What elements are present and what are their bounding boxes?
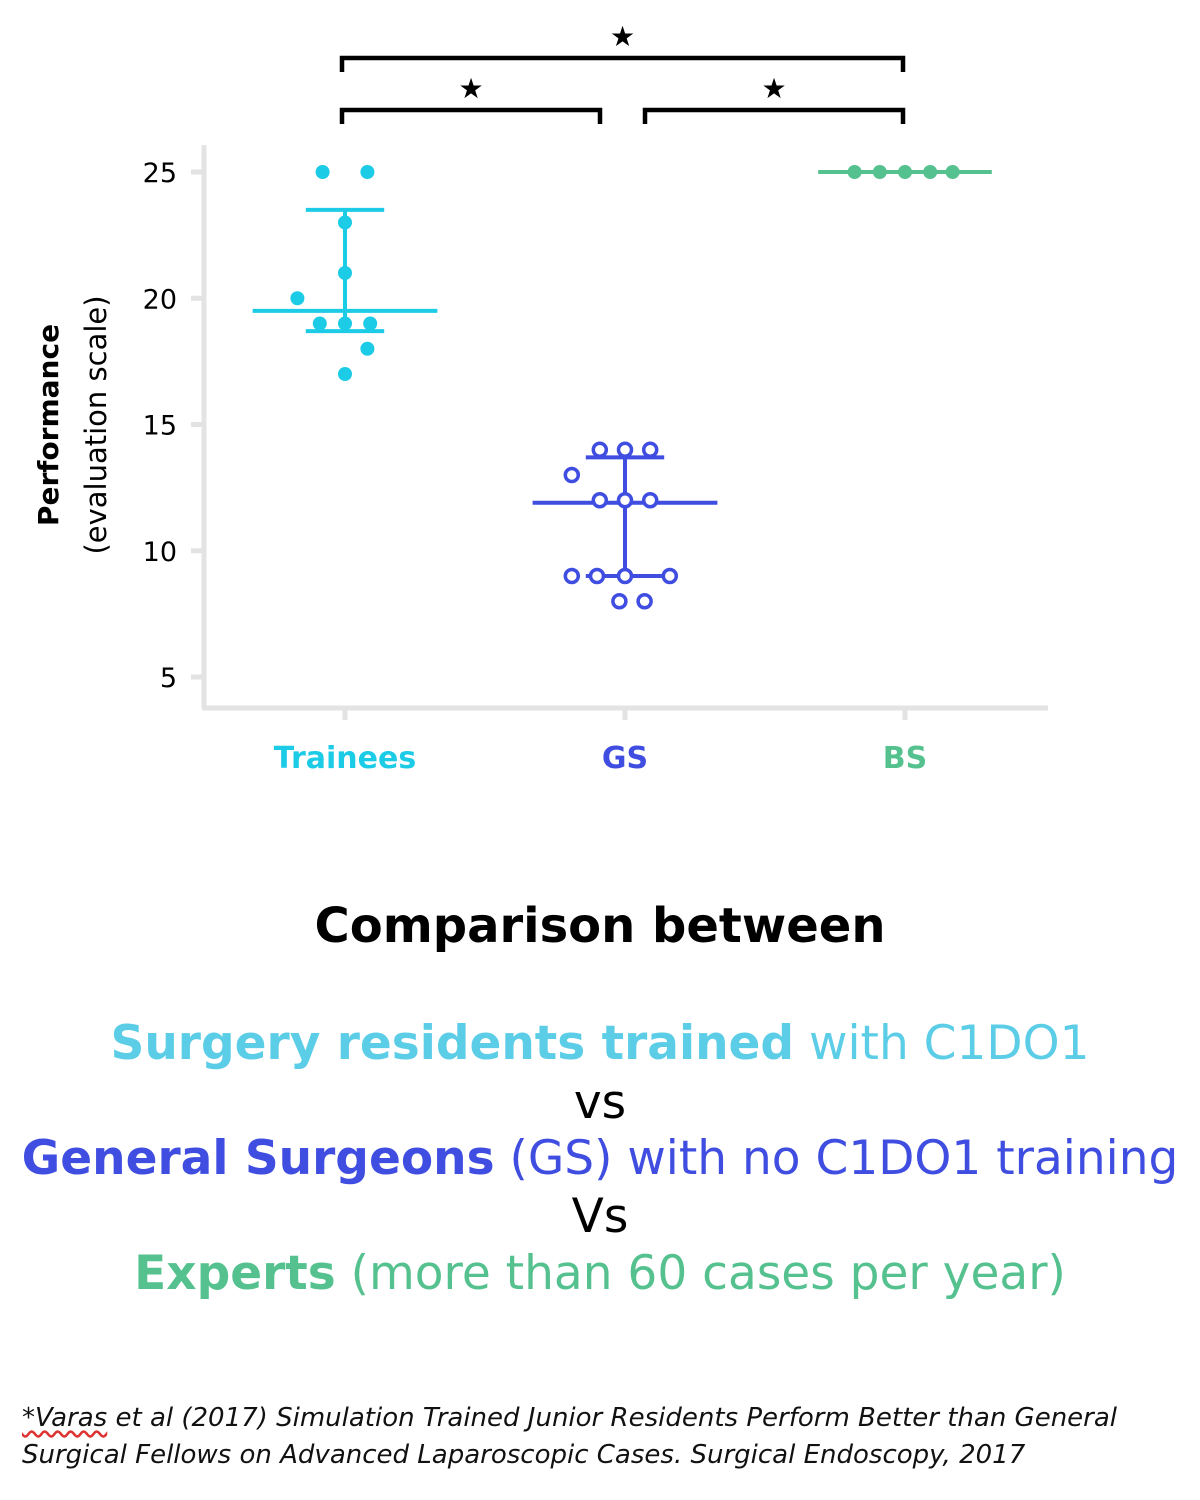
y-tick-label: 10 bbox=[143, 537, 177, 568]
bracket-line bbox=[642, 107, 906, 124]
data-point bbox=[312, 316, 327, 331]
significance-brackets: ★ ★ ★ bbox=[339, 20, 906, 124]
x-tick-label: Trainees bbox=[274, 741, 416, 776]
data-series bbox=[252, 165, 992, 610]
bracket-line bbox=[339, 107, 603, 124]
y-tick-label: 20 bbox=[143, 284, 177, 315]
data-point bbox=[661, 567, 679, 585]
data-point bbox=[872, 165, 887, 179]
citation-author: *Varas bbox=[22, 1403, 108, 1433]
y-tick-label: 25 bbox=[143, 158, 177, 189]
data-point bbox=[847, 165, 862, 179]
data-point bbox=[945, 165, 960, 179]
x-ticks: Trainees GS BS bbox=[274, 708, 927, 776]
data-point bbox=[338, 215, 352, 230]
data-point bbox=[338, 367, 352, 381]
data-point bbox=[898, 165, 912, 179]
data-point bbox=[611, 593, 628, 610]
significance-star: ★ bbox=[761, 72, 786, 105]
caption-gs-rest: (GS) with no C1DO1 training bbox=[494, 1131, 1179, 1186]
caption-line-trainees: Surgery residents trained with C1DO1 bbox=[0, 1016, 1200, 1072]
chart-axes bbox=[201, 145, 1048, 711]
caption-trainees-rest: with C1DO1 bbox=[794, 1016, 1090, 1071]
caption-experts-rest: (more than 60 cases per year) bbox=[335, 1246, 1066, 1301]
significance-star: ★ bbox=[610, 20, 635, 53]
y-axis-label-bold: Performance bbox=[32, 324, 65, 526]
data-point bbox=[636, 593, 653, 610]
caption-experts-bold: Experts bbox=[134, 1246, 336, 1301]
data-point bbox=[641, 492, 659, 509]
caption-line-experts: Experts (more than 60 cases per year) bbox=[0, 1246, 1200, 1302]
data-point bbox=[360, 165, 375, 179]
significance-star: ★ bbox=[458, 72, 483, 105]
data-point bbox=[616, 492, 634, 509]
data-point bbox=[616, 441, 634, 458]
series-trainees bbox=[252, 165, 438, 381]
y-tick-label: 15 bbox=[143, 411, 177, 442]
data-point bbox=[363, 316, 378, 331]
significance-bracket: ★ bbox=[339, 20, 906, 72]
citation: *Varas et al (2017) Simulation Trained J… bbox=[22, 1400, 1192, 1474]
citation-text: et al (2017) Simulation Trained Junior R… bbox=[22, 1403, 1118, 1470]
caption-vs-1: vs bbox=[573, 1075, 627, 1130]
data-point bbox=[591, 441, 609, 458]
data-point bbox=[338, 266, 352, 280]
y-tick-label: 5 bbox=[160, 663, 177, 694]
x-tick-label: BS bbox=[883, 741, 927, 776]
caption-line-gs: General Surgeons (GS) with no C1DO1 trai… bbox=[0, 1131, 1200, 1187]
caption-trainees-bold: Surgery residents trained bbox=[110, 1016, 795, 1071]
x-tick-label: GS bbox=[602, 741, 648, 776]
data-point bbox=[616, 567, 634, 585]
data-point bbox=[591, 492, 609, 509]
comparison-heading: Comparison between bbox=[314, 898, 886, 954]
significance-bracket: ★ bbox=[642, 72, 906, 124]
significance-bracket: ★ bbox=[339, 72, 603, 124]
data-point bbox=[563, 466, 581, 484]
data-point bbox=[641, 441, 659, 458]
series-bs bbox=[818, 165, 992, 179]
caption-vs-2: Vs bbox=[571, 1189, 629, 1244]
data-point bbox=[923, 165, 938, 179]
data-point bbox=[563, 567, 581, 585]
bracket-line bbox=[339, 55, 906, 72]
series-gs bbox=[532, 441, 718, 610]
data-point bbox=[338, 316, 352, 331]
y-ticks: 5 10 15 20 25 bbox=[143, 158, 204, 694]
data-point bbox=[360, 341, 375, 356]
caption-gs-bold: General Surgeons bbox=[21, 1131, 495, 1186]
performance-chart: ★ ★ ★ 5 10 15 20 25 Trainees GS BS Performance (… bbox=[32, 20, 1048, 776]
y-axis-label-sub: (evaluation scale) bbox=[79, 295, 113, 554]
data-point bbox=[588, 567, 606, 585]
data-point bbox=[290, 291, 305, 306]
data-point bbox=[315, 165, 330, 179]
